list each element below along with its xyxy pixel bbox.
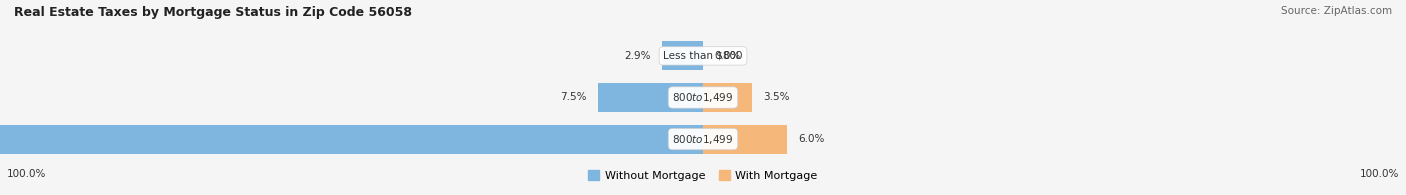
Text: 7.5%: 7.5% <box>560 92 586 103</box>
Text: Real Estate Taxes by Mortgage Status in Zip Code 56058: Real Estate Taxes by Mortgage Status in … <box>14 6 412 19</box>
Text: Less than $800: Less than $800 <box>664 51 742 61</box>
Text: 100.0%: 100.0% <box>7 169 46 179</box>
Text: 100.0%: 100.0% <box>1360 169 1399 179</box>
Bar <box>703 83 752 112</box>
Bar <box>662 41 703 70</box>
Text: $800 to $1,499: $800 to $1,499 <box>672 91 734 104</box>
Bar <box>703 125 787 154</box>
Text: 0.0%: 0.0% <box>714 51 741 61</box>
Text: 6.0%: 6.0% <box>799 134 825 144</box>
Text: 2.9%: 2.9% <box>624 51 651 61</box>
Bar <box>598 83 703 112</box>
Text: 3.5%: 3.5% <box>763 92 790 103</box>
Legend: Without Mortgage, With Mortgage: Without Mortgage, With Mortgage <box>583 166 823 185</box>
Text: $800 to $1,499: $800 to $1,499 <box>672 133 734 146</box>
Bar <box>0 125 703 154</box>
Text: Source: ZipAtlas.com: Source: ZipAtlas.com <box>1281 6 1392 16</box>
